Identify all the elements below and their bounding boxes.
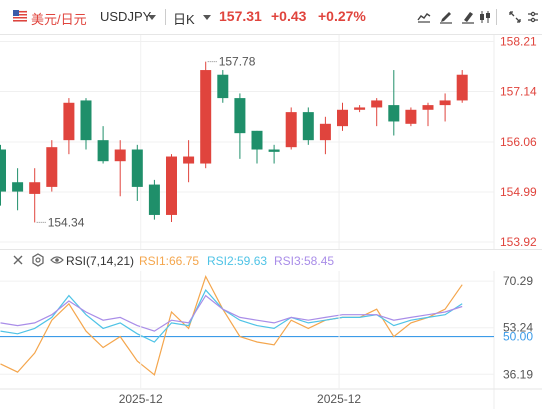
period-dropdown-icon[interactable] xyxy=(203,15,211,20)
draw-icon[interactable] xyxy=(437,8,455,26)
pair-code[interactable]: USDJPY xyxy=(100,9,152,24)
candle-body xyxy=(200,70,212,164)
price-annotation: 157.78 xyxy=(219,55,256,69)
candle-body xyxy=(183,156,195,164)
toolbar-divider xyxy=(496,9,497,25)
pair-dropdown-icon[interactable] xyxy=(148,15,156,20)
rsi3-value: RSI3:58.45 xyxy=(274,254,335,268)
candle-body xyxy=(12,182,24,192)
candle-body xyxy=(371,100,383,108)
candle-body xyxy=(405,109,417,124)
candle-body xyxy=(234,98,246,134)
candle-style-icon[interactable] xyxy=(476,8,494,26)
rsi-tick-label: 36.19 xyxy=(503,367,533,381)
candle-body xyxy=(337,109,348,127)
rsi-tick-label: 70.29 xyxy=(503,274,533,288)
rsi-toolbar: RSI(7,14,21) RSI1:66.75 RSI2:59.63 RSI3:… xyxy=(0,251,542,271)
candle-body xyxy=(354,107,366,110)
candle-body xyxy=(217,74,229,99)
settings-icon[interactable] xyxy=(524,8,542,26)
rsi-series-line-rsi2 xyxy=(0,289,463,343)
price-change: +0.43 xyxy=(271,8,307,24)
price-tick-label: 158.21 xyxy=(500,35,537,49)
rsi-title: RSI(7,14,21) xyxy=(66,254,135,268)
rsi1-value: RSI1:66.75 xyxy=(139,254,200,268)
candle-body xyxy=(422,105,434,110)
price-tick-label: 156.06 xyxy=(500,135,537,149)
rsi-series-line-rsi1 xyxy=(0,274,463,376)
visibility-eye-icon[interactable] xyxy=(50,253,64,267)
candle-body xyxy=(131,149,143,187)
candle-body xyxy=(285,112,297,148)
candle-body xyxy=(46,147,58,187)
rsi-tick-label: 53.24 xyxy=(503,321,533,335)
close-icon[interactable] xyxy=(11,253,25,267)
rsi-tick-label: 50.00 xyxy=(503,330,533,344)
last-price: 157.31 xyxy=(219,8,262,24)
erase-icon[interactable] xyxy=(459,8,477,26)
price-tick-label: 153.92 xyxy=(500,235,537,249)
price-annotation: 154.34 xyxy=(48,215,85,229)
candle-body xyxy=(148,184,160,215)
price-tick-label: 157.14 xyxy=(500,85,537,99)
candle-body xyxy=(63,102,75,141)
candle-body xyxy=(268,149,280,152)
candle-body xyxy=(114,149,126,162)
settings-gear-icon[interactable] xyxy=(31,253,45,267)
price-tick-label: 154.99 xyxy=(500,185,537,199)
candle-body xyxy=(251,130,263,150)
period-selector[interactable]: 日K xyxy=(173,12,195,27)
time-tick-label: 2025-12 xyxy=(317,392,361,406)
candle-body xyxy=(166,156,177,215)
candle-body xyxy=(302,112,314,141)
header-divider xyxy=(165,9,166,25)
candle-body xyxy=(80,100,92,141)
pair-name[interactable]: 美元/日元 xyxy=(31,12,87,27)
candle-body xyxy=(319,123,331,141)
fullscreen-icon[interactable] xyxy=(506,8,524,26)
candle-body xyxy=(29,182,41,194)
header-separator xyxy=(0,34,542,35)
indicator-icon[interactable] xyxy=(415,8,433,26)
time-tick-label: 2025-12 xyxy=(119,392,163,406)
price-change-percent: +0.27% xyxy=(318,8,366,24)
chart-header: 美元/日元 USDJPY 日K 157.31 +0.43 +0.27% xyxy=(0,0,542,34)
candlestick-chart[interactable]: 158.21 157.14 156.06 154.99 153.92 157.78 154.… xyxy=(0,35,542,250)
candle-body xyxy=(0,149,6,192)
candle-body xyxy=(97,140,109,162)
rsi-series-line-rsi3 xyxy=(0,294,463,332)
candle-body xyxy=(388,105,400,122)
candle-body xyxy=(456,74,468,101)
candle-body xyxy=(439,100,451,106)
rsi2-value: RSI2:59.63 xyxy=(207,254,268,268)
us-flag-icon xyxy=(13,10,27,22)
